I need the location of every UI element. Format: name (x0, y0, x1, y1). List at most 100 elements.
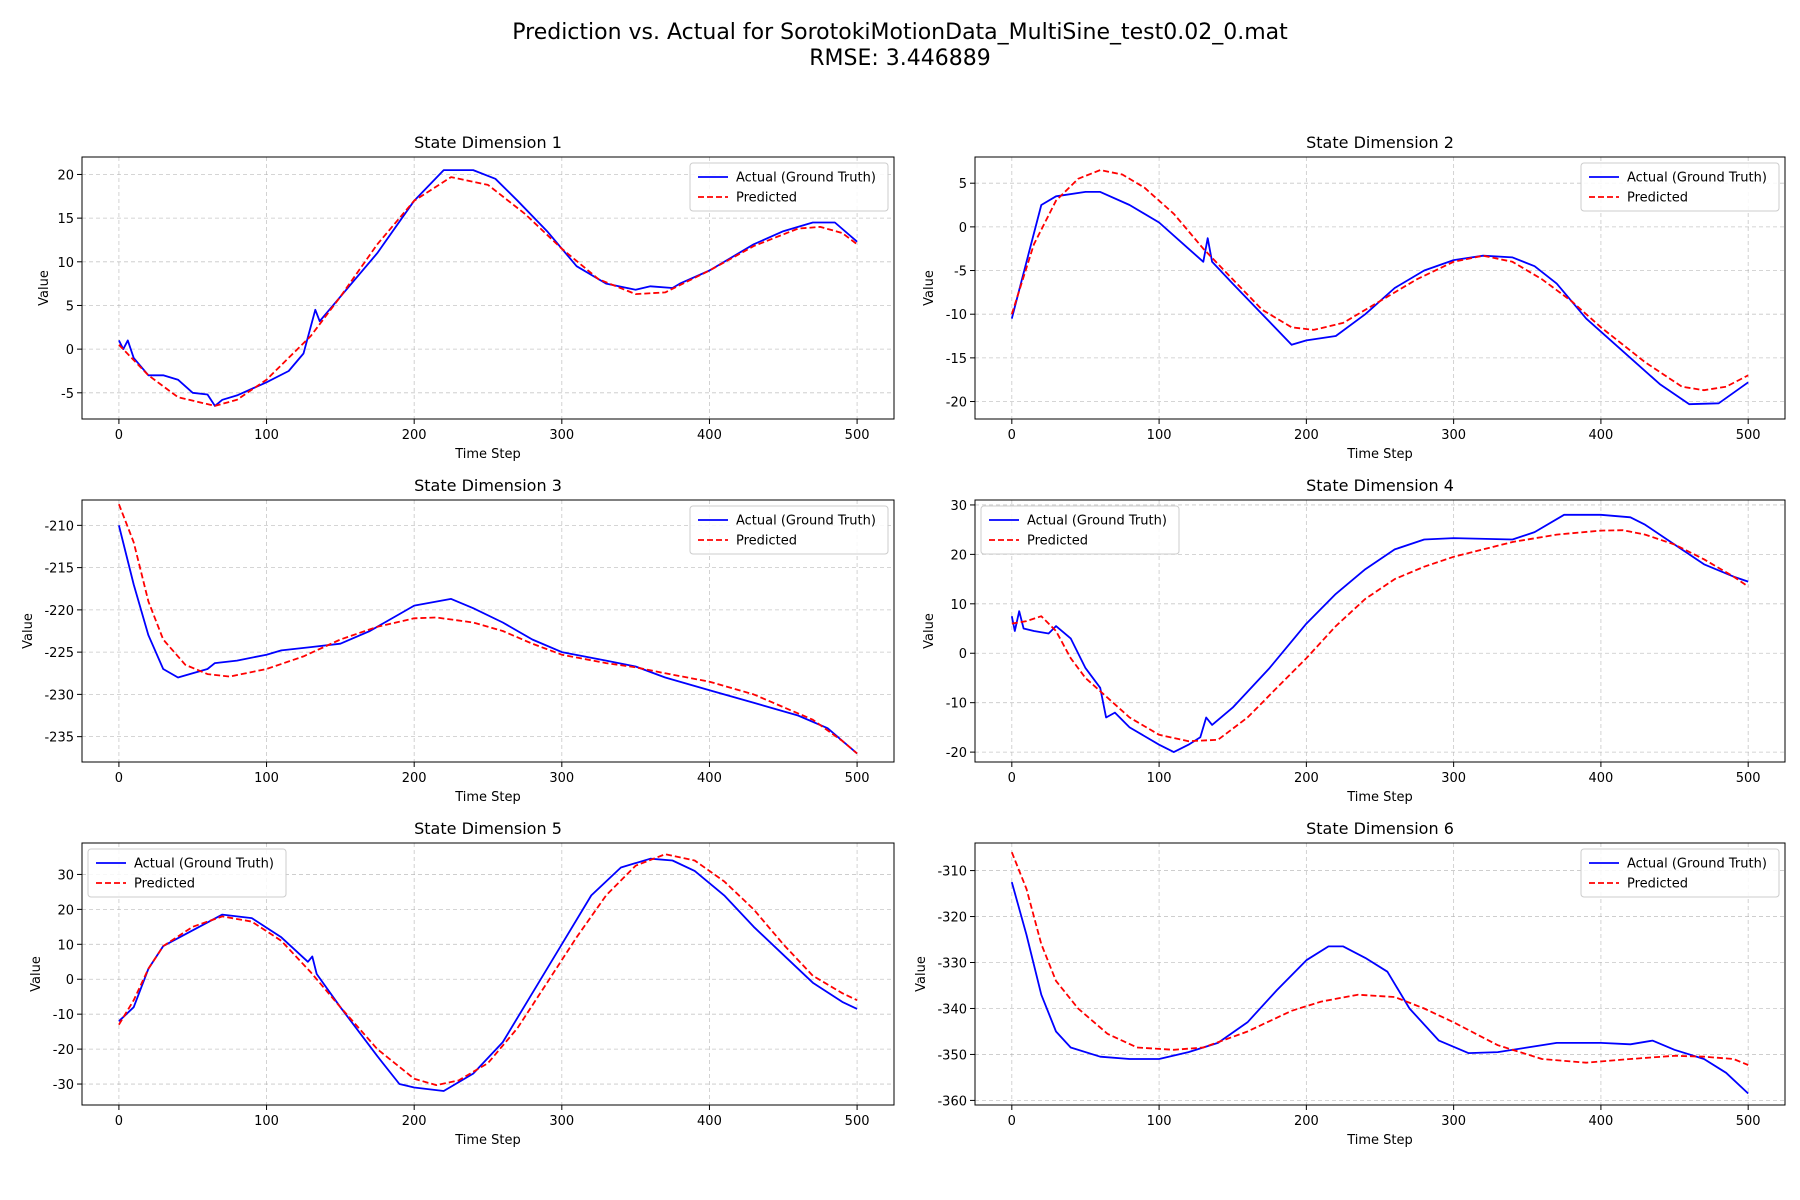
y-tick-label: 20 (950, 548, 967, 563)
x-tick-label: 200 (402, 428, 427, 443)
y-axis-label: Value (21, 613, 36, 649)
y-tick-label: 5 (66, 299, 74, 314)
predicted-series-line (118, 503, 858, 755)
legend: Actual (Ground Truth) Predicted (980, 505, 1180, 555)
y-axis-label: Value (37, 270, 52, 306)
x-tick-label: 500 (1736, 1114, 1761, 1129)
x-axis-label: Time Step (454, 447, 521, 462)
y-axis-label: Value (914, 956, 929, 992)
y-tick-label: -230 (44, 688, 74, 703)
x-axis-label: Time Step (1346, 1133, 1413, 1148)
x-tick-label: 300 (1441, 771, 1466, 786)
y-tick-label: 10 (57, 938, 74, 953)
y-tick-label: 10 (57, 256, 74, 271)
y-tick-label: 30 (950, 499, 967, 514)
y-tick-label: -215 (44, 562, 74, 577)
x-tick-label: 300 (549, 1114, 574, 1129)
predicted-series-line (1011, 529, 1749, 743)
legend: Actual (Ground Truth) Predicted (1580, 848, 1780, 898)
legend-actual-label: Actual (Ground Truth) (134, 857, 274, 872)
x-tick-label: 0 (1008, 1114, 1016, 1129)
y-tick-label: 5 (959, 177, 967, 192)
x-tick-label: 0 (115, 428, 123, 443)
y-tick-label: 0 (66, 343, 74, 358)
y-tick-label: -15 (946, 352, 967, 367)
x-axis-label: Time Step (454, 1133, 521, 1148)
y-tick-label: -360 (937, 1094, 967, 1109)
x-axis-label: Time Step (1346, 790, 1413, 805)
legend-predicted-label: Predicted (736, 191, 797, 206)
x-tick-label: 400 (697, 771, 722, 786)
legend-box (980, 505, 1180, 555)
x-tick-label: 0 (115, 771, 123, 786)
legend-actual-label: Actual (Ground Truth) (736, 171, 876, 186)
subplot-title: State Dimension 2 (1306, 133, 1454, 152)
legend-predicted-label: Predicted (134, 877, 195, 892)
x-tick-label: 100 (1147, 1114, 1172, 1129)
legend-actual-label: Actual (Ground Truth) (1627, 857, 1767, 872)
subplot-title: State Dimension 3 (414, 476, 562, 495)
x-tick-label: 100 (1147, 771, 1172, 786)
y-tick-label: -10 (53, 1008, 74, 1023)
legend: Actual (Ground Truth) Predicted (689, 505, 889, 555)
legend-actual-label: Actual (Ground Truth) (1627, 171, 1767, 186)
y-tick-label: 20 (57, 168, 74, 183)
subplot-title: State Dimension 6 (1306, 819, 1454, 838)
y-tick-label: -5 (954, 265, 967, 280)
subplot-1: 0 100 200 300 400 500 -5 0 5 10 15 20 State Dimensio… (37, 133, 895, 462)
x-tick-label: 500 (1736, 428, 1761, 443)
predicted-series-line (118, 853, 858, 1086)
x-tick-label: 400 (697, 1114, 722, 1129)
y-tick-label: -350 (937, 1048, 967, 1063)
plot-frame (81, 156, 895, 420)
plot-frame (974, 499, 1786, 763)
x-tick-label: 200 (1294, 1114, 1319, 1129)
legend-predicted-label: Predicted (1627, 877, 1688, 892)
actual-series-line (1010, 881, 1749, 1095)
actual-series-line (118, 525, 858, 755)
legend-predicted-label: Predicted (736, 534, 797, 549)
subplot-3: 0 100 200 300 400 500 -210 -215 -220 -225 -230 -235… (21, 476, 895, 805)
y-tick-label: -330 (937, 957, 967, 972)
x-tick-label: 300 (549, 771, 574, 786)
y-tick-label: -10 (946, 697, 967, 712)
y-tick-label: -20 (946, 746, 967, 761)
y-tick-label: 0 (959, 647, 967, 662)
y-tick-label: 20 (57, 903, 74, 918)
y-tick-label: 0 (959, 221, 967, 236)
legend-box (689, 162, 889, 212)
figure-title: Prediction vs. Actual for SorotokiMotion… (512, 20, 1288, 45)
x-tick-label: 100 (254, 1114, 279, 1129)
y-tick-label: -220 (44, 604, 74, 619)
legend-box (1580, 162, 1780, 212)
legend-actual-label: Actual (Ground Truth) (736, 514, 876, 529)
y-tick-label: 15 (57, 212, 74, 227)
subplot-6: 0 100 200 300 400 500 -310 -320 -330 -340 -350 -360… (914, 819, 1786, 1148)
x-tick-label: 500 (845, 771, 870, 786)
plot-frame (974, 842, 1786, 1106)
actual-series-line (1010, 191, 1749, 406)
plot-frame (81, 842, 895, 1106)
plot-frame (81, 499, 895, 763)
y-axis-label: Value (29, 956, 44, 992)
legend-box (689, 505, 889, 555)
y-tick-label: -210 (44, 519, 74, 534)
x-tick-label: 200 (402, 771, 427, 786)
x-tick-label: 400 (1588, 1114, 1613, 1129)
x-tick-label: 500 (845, 1114, 870, 1129)
predicted-series-line (1010, 169, 1749, 392)
x-tick-label: 200 (1294, 771, 1319, 786)
x-tick-label: 400 (1588, 771, 1613, 786)
y-tick-label: -235 (44, 731, 74, 746)
y-tick-label: -30 (53, 1078, 74, 1093)
x-tick-label: 500 (845, 428, 870, 443)
x-tick-label: 0 (1008, 771, 1016, 786)
legend-actual-label: Actual (Ground Truth) (1027, 514, 1167, 529)
x-tick-label: 300 (1441, 1114, 1466, 1129)
y-tick-label: -320 (937, 911, 967, 926)
subplot-4: 0 100 200 300 400 500 -20 -10 0 10 20 30 State Dimen… (922, 476, 1786, 805)
x-tick-label: 300 (549, 428, 574, 443)
y-tick-label: 0 (66, 973, 74, 988)
subplot-title: State Dimension 1 (414, 133, 562, 152)
